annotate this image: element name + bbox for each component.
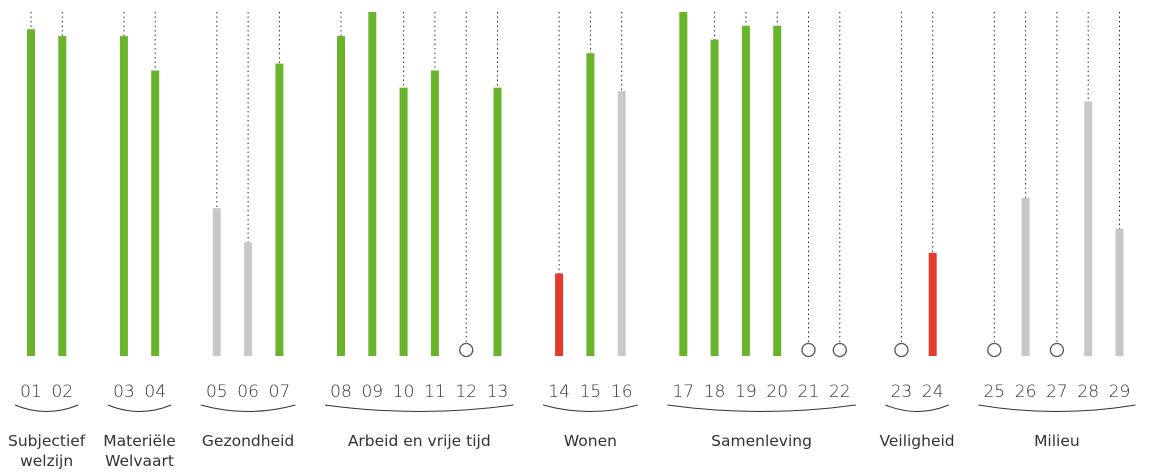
- bar: [741, 25, 750, 356]
- x-tick-label: 16: [611, 382, 633, 402]
- group-brace: [667, 404, 856, 412]
- group-label: Veiligheid: [879, 432, 955, 450]
- bar: [710, 39, 719, 357]
- bar: [368, 12, 377, 356]
- x-tick-label: 20: [766, 382, 788, 402]
- x-tick-label: 05: [206, 382, 228, 402]
- x-tick-label: 26: [1015, 382, 1037, 402]
- bar: [679, 12, 688, 356]
- x-tick-label: 29: [1109, 382, 1131, 402]
- group-label: Materiële Welvaart: [103, 432, 176, 470]
- bar: [212, 208, 221, 356]
- x-tick-label: 14: [548, 382, 570, 402]
- bar: [555, 273, 564, 356]
- group-brace: [885, 404, 949, 412]
- x-tick-label: 19: [735, 382, 757, 402]
- bar: [773, 25, 782, 356]
- x-tick-label: 12: [455, 382, 477, 402]
- x-tick-label: 25: [983, 382, 1005, 402]
- bar: [119, 36, 128, 357]
- missing-marker: [894, 342, 909, 358]
- x-tick-label: 11: [424, 382, 446, 402]
- x-tick-label: 10: [393, 382, 415, 402]
- missing-marker: [459, 342, 474, 358]
- bar: [493, 87, 502, 357]
- x-tick-label: 03: [113, 382, 135, 402]
- x-tick-label: 08: [330, 382, 352, 402]
- x-tick-label: 13: [487, 382, 509, 402]
- bar: [1021, 197, 1030, 356]
- bar: [617, 91, 626, 357]
- group-brace: [542, 404, 638, 412]
- x-tick-label: 07: [269, 382, 291, 402]
- group-label: Subjectief welzijn: [8, 432, 86, 470]
- group-brace: [14, 404, 79, 412]
- group-brace: [107, 404, 172, 412]
- x-tick-label: 06: [237, 382, 259, 402]
- group-label: Wonen: [563, 432, 617, 450]
- missing-marker: [832, 342, 847, 358]
- x-tick-label: 24: [922, 382, 944, 402]
- missing-marker: [801, 342, 816, 358]
- bar: [1084, 101, 1093, 356]
- group-label: Milieu: [1034, 432, 1080, 450]
- bar: [928, 252, 937, 356]
- x-tick-label: 21: [798, 382, 820, 402]
- group-label: Gezondheid: [201, 432, 295, 450]
- x-tick-label: 22: [829, 382, 851, 402]
- bar: [430, 70, 439, 356]
- bar: [399, 87, 408, 357]
- bar: [275, 63, 284, 356]
- x-tick-label: 02: [51, 382, 73, 402]
- x-tick-label: 01: [20, 382, 42, 402]
- bar: [151, 70, 160, 356]
- missing-marker: [987, 342, 1002, 358]
- x-tick-label: 09: [361, 382, 383, 402]
- bar: [58, 36, 67, 357]
- x-tick-label: 17: [672, 382, 694, 402]
- x-tick-label: 18: [704, 382, 726, 402]
- x-tick-label: 15: [580, 382, 602, 402]
- group-label: Arbeid en vrije tijd: [347, 432, 491, 450]
- group-brace: [200, 404, 296, 412]
- bar: [586, 53, 595, 356]
- bar: [337, 36, 345, 357]
- missing-marker: [1049, 342, 1065, 358]
- group-label: Samenleving: [711, 432, 812, 450]
- bar: [1115, 228, 1124, 356]
- group-brace: [978, 404, 1136, 412]
- x-tick-label: 27: [1046, 382, 1068, 402]
- x-tick-label: 04: [144, 382, 166, 402]
- x-tick-label: 23: [891, 382, 913, 402]
- bar: [244, 242, 253, 356]
- bar: [27, 29, 35, 356]
- x-tick-label: 28: [1077, 382, 1099, 402]
- group-brace: [324, 404, 514, 412]
